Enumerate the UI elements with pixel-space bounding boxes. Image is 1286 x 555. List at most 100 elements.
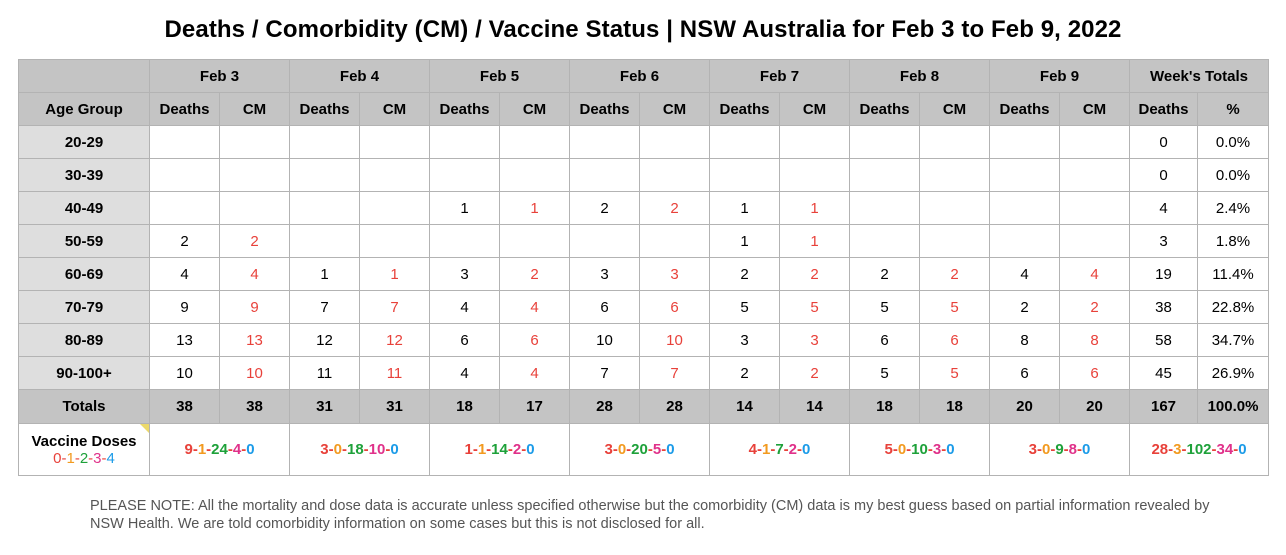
cm-cell: 5 [779, 290, 850, 324]
deaths-cell [429, 224, 500, 258]
cm-cell: 2 [219, 224, 290, 258]
dose-count: 14 [491, 441, 508, 458]
vaccine-doses-day-cell: 9-1-24-4-0 [149, 423, 290, 476]
total-deaths-cell: 19 [1129, 257, 1198, 291]
deaths-cell [429, 158, 500, 192]
total-cm-cell: 14 [779, 389, 850, 424]
deaths-cell [289, 125, 360, 159]
deaths-cell [989, 125, 1060, 159]
deaths-cell: 7 [289, 290, 360, 324]
cm-cell: 3 [779, 323, 850, 357]
header-corner [18, 59, 150, 93]
cm-cell: 7 [639, 356, 710, 390]
dose-count: 8 [1068, 441, 1078, 458]
vaccine-doses-row: Vaccine Doses 0-1-2-3-4 9-1-24-4-0 3-0-18-1… [18, 423, 1269, 476]
cm-cell [919, 125, 990, 159]
total-deaths-cell: 38 [1129, 290, 1198, 324]
cm-cell: 3 [639, 257, 710, 291]
deaths-cell [849, 191, 920, 225]
dose-count: 34 [1216, 441, 1234, 458]
vaccine-doses-title: Vaccine Doses [31, 432, 137, 450]
dose-count: 4 [232, 441, 242, 458]
dose-count: 0 [666, 441, 675, 458]
dose-count: 28 [1151, 441, 1169, 458]
header-date: Feb 9 [989, 59, 1130, 93]
cm-cell: 6 [639, 290, 710, 324]
deaths-cell: 6 [429, 323, 500, 357]
deaths-cell: 2 [569, 191, 640, 225]
header-row-columns: Age Group Deaths CM Deaths CM Deaths CM … [18, 92, 1269, 126]
deaths-cell: 8 [989, 323, 1060, 357]
vaccine-doses-day-cell: 3-0-9-8-0 [989, 423, 1130, 476]
cm-cell: 2 [779, 257, 850, 291]
cm-cell: 8 [1059, 323, 1130, 357]
deaths-cell [989, 191, 1060, 225]
cm-cell [359, 224, 430, 258]
deaths-cell: 6 [989, 356, 1060, 390]
deaths-cell: 4 [429, 290, 500, 324]
dose-count: 1 [464, 441, 473, 458]
percent-cell: 34.7% [1197, 323, 1269, 357]
cm-cell [1059, 224, 1130, 258]
page-title: Deaths / Comorbidity (CM) / Vaccine Stat… [164, 16, 1122, 43]
total-deaths-cell: 14 [709, 389, 780, 424]
cm-cell: 11 [359, 356, 430, 390]
vaccine-doses-total-cell: 28-3-102-34-0 [1129, 423, 1269, 476]
dose-count: 0 [1041, 441, 1051, 458]
header-deaths: Deaths [149, 92, 220, 126]
dose-count: 10 [368, 441, 386, 458]
percent-cell: 2.4% [1197, 191, 1269, 225]
deaths-cell [569, 125, 640, 159]
header-date: Feb 4 [289, 59, 430, 93]
dose-count: 1 [761, 441, 771, 458]
header-cm: CM [1059, 92, 1130, 126]
deaths-cell: 2 [989, 290, 1060, 324]
dose-count: 10 [911, 441, 928, 458]
vaccine-doses-label: Vaccine Doses 0-1-2-3-4 [18, 423, 150, 476]
cm-cell [1059, 158, 1130, 192]
header-date: Feb 5 [429, 59, 570, 93]
vaccine-doses-day-cell: 1-1-14-2-0 [429, 423, 570, 476]
cm-cell: 6 [919, 323, 990, 357]
deaths-cell [569, 224, 640, 258]
deaths-cell [289, 224, 360, 258]
cm-cell [499, 125, 570, 159]
cm-cell [219, 125, 290, 159]
header-date: Feb 3 [149, 59, 290, 93]
table-row: 60-69 4 4 1 1 3 2 3 3 2 2 2 2 4 4 19 11.4% [18, 257, 1269, 291]
grand-total-cell: 167 [1129, 389, 1198, 424]
dose-count: 0 [333, 441, 342, 458]
footnote: PLEASE NOTE: All the mortality and dose … [90, 498, 1210, 532]
header-weeks-totals: Week's Totals [1129, 59, 1269, 93]
cm-cell [639, 125, 710, 159]
cm-cell: 7 [359, 290, 430, 324]
deaths-cell: 1 [429, 191, 500, 225]
header-deaths: Deaths [569, 92, 640, 126]
dose-count: 5 [652, 441, 662, 458]
cm-cell [219, 158, 290, 192]
dose-count: 0 [946, 441, 955, 458]
cm-cell: 5 [919, 290, 990, 324]
deaths-cell: 2 [709, 356, 780, 390]
cm-cell: 4 [1059, 257, 1130, 291]
header-deaths: Deaths [429, 92, 500, 126]
total-cm-cell: 20 [1059, 389, 1130, 424]
header-percent: % [1197, 92, 1269, 126]
deaths-cell: 3 [569, 257, 640, 291]
dose-legend-value: 1 [66, 449, 75, 467]
dose-count: 5 [884, 441, 893, 458]
dose-count: 18 [346, 441, 364, 458]
header-date: Feb 6 [569, 59, 710, 93]
deaths-cell: 1 [709, 224, 780, 258]
cm-cell: 1 [779, 224, 850, 258]
header-total-deaths: Deaths [1129, 92, 1198, 126]
cm-cell: 10 [639, 323, 710, 357]
deaths-cell [289, 158, 360, 192]
total-deaths-cell: 31 [289, 389, 360, 424]
total-deaths-cell: 28 [569, 389, 640, 424]
header-cm: CM [499, 92, 570, 126]
deaths-cell: 7 [569, 356, 640, 390]
deaths-cell: 10 [569, 323, 640, 357]
cm-cell: 6 [499, 323, 570, 357]
header-date: Feb 7 [709, 59, 850, 93]
